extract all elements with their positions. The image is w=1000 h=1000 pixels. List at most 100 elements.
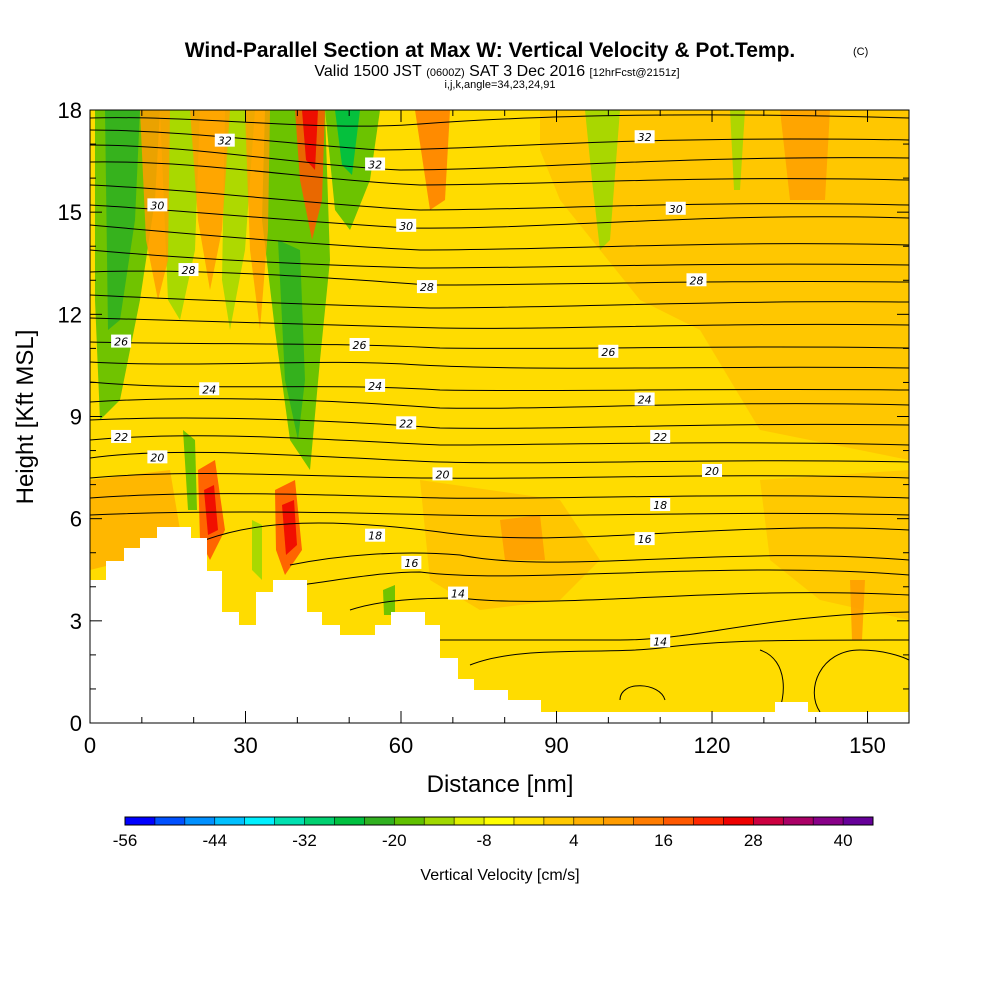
theta-contour-line (90, 493, 909, 499)
theta-contour-label: 30 (669, 203, 683, 216)
theta-contour-line (90, 511, 909, 517)
forecast-info: [12hrFcst@2151z] (590, 67, 680, 79)
theta-contour-label: 18 (653, 499, 667, 512)
theta-label-bg (111, 429, 132, 443)
colorbar-swatch (843, 817, 874, 825)
colorbar-swatch (543, 817, 575, 825)
theta-label-bg (365, 528, 386, 542)
theta-contours (90, 114, 909, 713)
theta-contour-label: 24 (368, 380, 382, 393)
colorbar-swatch (513, 817, 545, 825)
theta-contour-label: 20 (705, 465, 719, 478)
colorbar-swatch (244, 817, 276, 825)
theta-contour-line (90, 161, 909, 186)
theta-label-bg (650, 498, 671, 512)
colorbar-swatch (633, 817, 665, 825)
valid-time-utc: (0600Z) (426, 67, 465, 79)
theta-contour-line (90, 341, 909, 349)
y-axis-label: Height [Kft MSL] (12, 330, 39, 505)
theta-contour-line (90, 398, 909, 409)
theta-label-bg (634, 532, 655, 546)
theta-label-bg (686, 273, 707, 287)
theta-contour-line (90, 144, 909, 171)
y-tick-label: 12 (58, 302, 82, 327)
theta-contour-label: 28 (689, 274, 703, 287)
x-tick-label: 90 (544, 733, 568, 758)
colorbar-swatch (693, 817, 724, 825)
colorbar-tick-label: 40 (834, 831, 853, 850)
y-axis: 0 3 6 9 12 15 18 (58, 98, 909, 736)
theta-contour-line (439, 611, 909, 641)
colorbar-swatch (304, 817, 335, 825)
colorbar-tick-label: -20 (382, 831, 407, 850)
x-tick-label: 30 (233, 733, 257, 758)
theta-label-bg (396, 218, 417, 232)
x-axis-label: Distance [nm] (427, 771, 574, 798)
colorbar-tick-label: -32 (292, 831, 317, 850)
theta-contour-line (90, 114, 909, 127)
colorbar-frame (124, 816, 874, 826)
theta-contour-line (299, 569, 909, 586)
theta-label-bg (401, 555, 422, 569)
colorbar-tick-label: 28 (744, 831, 763, 850)
theta-contour-label: 14 (653, 635, 667, 648)
theta-contour-label: 32 (638, 131, 652, 144)
theta-contour-line (289, 552, 909, 566)
theta-label-bg (365, 378, 386, 392)
colorbar-swatch (603, 817, 635, 825)
theta-contour-label: 24 (202, 383, 216, 396)
y-tick-label: 3 (70, 609, 82, 634)
theta-label-bg (702, 463, 723, 477)
theta-contour-label: 24 (638, 393, 652, 406)
theta-label-bg (665, 201, 686, 215)
x-tick-label: 0 (84, 733, 96, 758)
theta-contour-line (349, 592, 909, 611)
updraft-column-d (295, 110, 325, 240)
theta-label-bg (147, 198, 168, 212)
theta-contour-line (90, 249, 909, 269)
theta-contour-line (90, 294, 909, 309)
theta-label-bg (147, 450, 168, 464)
theta-contour-label: 16 (404, 557, 418, 570)
theta-contour-label: 20 (435, 468, 449, 481)
theta-label-bg (111, 334, 132, 348)
theta-contour-line (90, 204, 909, 229)
velocity-band-orange-right (760, 470, 909, 620)
colorbar-swatch (334, 817, 365, 825)
theta-contour-label: 22 (114, 431, 128, 444)
downdraft-column-right (585, 110, 620, 250)
theta-contour-line (90, 451, 909, 464)
plot-area (90, 110, 909, 723)
theta-label-bg (178, 263, 199, 277)
theta-label-bg (416, 280, 437, 294)
colorbar-swatch (214, 817, 246, 825)
colorbar-swatch (573, 817, 605, 825)
vertical-velocity-field (90, 110, 909, 640)
theta-label-bg (365, 157, 386, 171)
colorbar-swatch (364, 817, 395, 825)
theta-label-bg (634, 130, 655, 144)
colorbar: -56 -44 -32 -20 -8 4 16 28 40 (113, 816, 874, 850)
theta-label-bg (650, 634, 671, 648)
grid-indices: i,j,k,angle=34,23,24,91 (444, 79, 555, 91)
theta-contour-label: 18 (368, 530, 382, 543)
colorbar-tick-label: -56 (113, 831, 138, 850)
colorbar-swatch (753, 817, 784, 825)
colorbar-swatch (454, 817, 485, 825)
theta-contour-label: 20 (150, 451, 164, 464)
theta-contour-line (90, 435, 909, 446)
theta-contour-label: 16 (638, 533, 652, 546)
y-tick-label: 0 (70, 711, 82, 736)
theta-label-bg (432, 467, 453, 481)
colorbar-tick-label: 16 (654, 831, 673, 850)
updraft-column-b (190, 110, 230, 290)
colorbar-swatch (723, 817, 754, 825)
theta-contour-line (90, 270, 909, 286)
colorbar-tick-label: 4 (569, 831, 578, 850)
downdraft-column-far-right (730, 110, 745, 190)
theta-contour-line (469, 639, 909, 666)
theta-label-bg (448, 586, 469, 600)
colorbar-swatch (813, 817, 844, 825)
colorbar-swatch (484, 817, 515, 825)
valid-date: SAT 3 Dec 2016 (469, 63, 585, 80)
